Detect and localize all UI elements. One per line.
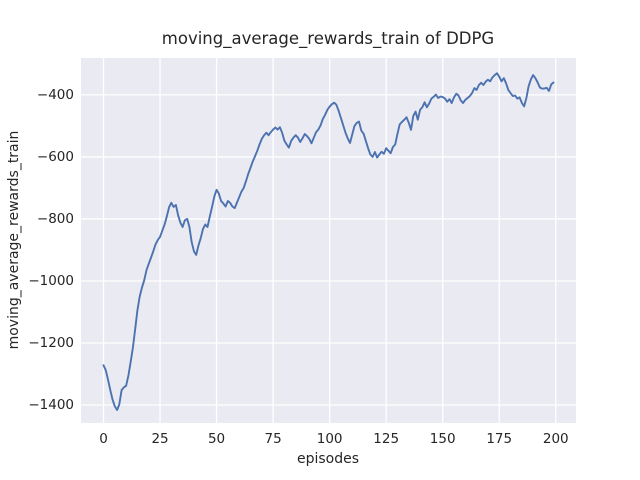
reward-line (102, 72, 555, 411)
axes-background (81, 58, 576, 423)
y-axis-label: moving_average_rewards_train (6, 130, 22, 350)
y-tick-label: −1000 (28, 272, 74, 289)
x-tick-label: 150 (429, 431, 456, 447)
y-tick-label: −1400 (28, 397, 74, 413)
y-tick-label: −600 (36, 148, 74, 165)
chart-title: moving_average_rewards_train of DDPG (161, 29, 495, 48)
x-tick-label: 100 (316, 431, 343, 447)
x-axis-label: episodes (296, 451, 360, 467)
x-tick-label: 25 (151, 431, 169, 447)
x-tick-label: 175 (486, 431, 513, 447)
x-tick-label: 0 (99, 431, 108, 447)
x-tick-label: 125 (373, 431, 400, 447)
y-tick-label: −1200 (28, 334, 74, 351)
x-tick-label: 75 (264, 431, 282, 447)
y-tick-label: −800 (36, 210, 74, 227)
x-tick-label: 200 (542, 431, 569, 447)
x-tick-label: 50 (207, 431, 226, 447)
y-tick-label: −400 (36, 86, 74, 103)
